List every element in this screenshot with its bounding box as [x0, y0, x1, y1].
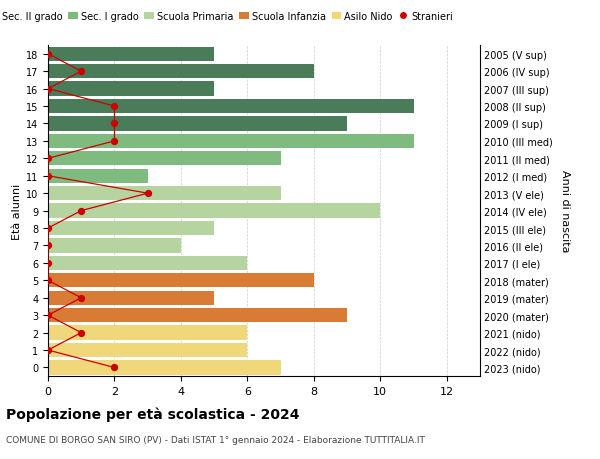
Point [110, 138, 119, 145]
Point [43, 51, 53, 58]
Bar [48, 326, 247, 340]
Text: Popolazione per età scolastica - 2024: Popolazione per età scolastica - 2024 [6, 406, 299, 421]
Bar [48, 152, 281, 166]
Point [43, 173, 53, 180]
Point [43, 155, 53, 162]
Bar [48, 274, 314, 288]
Point [76, 329, 86, 336]
Point [43, 347, 53, 354]
Point [110, 103, 119, 111]
Point [43, 312, 53, 319]
Legend: Sec. II grado, Sec. I grado, Scuola Primaria, Scuola Infanzia, Asilo Nido, Stran: Sec. II grado, Sec. I grado, Scuola Prim… [0, 8, 457, 26]
Point [76, 68, 86, 76]
Bar [48, 65, 314, 79]
Y-axis label: Anni di nascita: Anni di nascita [560, 170, 569, 252]
Bar [48, 291, 214, 305]
Point [43, 260, 53, 267]
Bar [48, 100, 413, 114]
Bar [48, 239, 181, 253]
Bar [48, 361, 281, 375]
Bar [48, 134, 413, 149]
Point [110, 121, 119, 128]
Bar [48, 308, 347, 323]
Bar [48, 117, 347, 131]
Bar [48, 343, 247, 358]
Point [76, 207, 86, 215]
Point [143, 190, 152, 197]
Bar [48, 47, 214, 62]
Point [43, 86, 53, 93]
Point [110, 364, 119, 371]
Text: COMUNE DI BORGO SAN SIRO (PV) - Dati ISTAT 1° gennaio 2024 - Elaborazione TUTTIT: COMUNE DI BORGO SAN SIRO (PV) - Dati IST… [6, 435, 425, 444]
Bar [48, 256, 247, 270]
Bar [48, 82, 214, 96]
Bar [48, 204, 380, 218]
Y-axis label: Età alunni: Età alunni [12, 183, 22, 239]
Point [43, 277, 53, 285]
Point [76, 294, 86, 302]
Bar [48, 169, 148, 184]
Point [43, 225, 53, 232]
Bar [48, 187, 281, 201]
Bar [48, 221, 214, 235]
Point [43, 242, 53, 250]
